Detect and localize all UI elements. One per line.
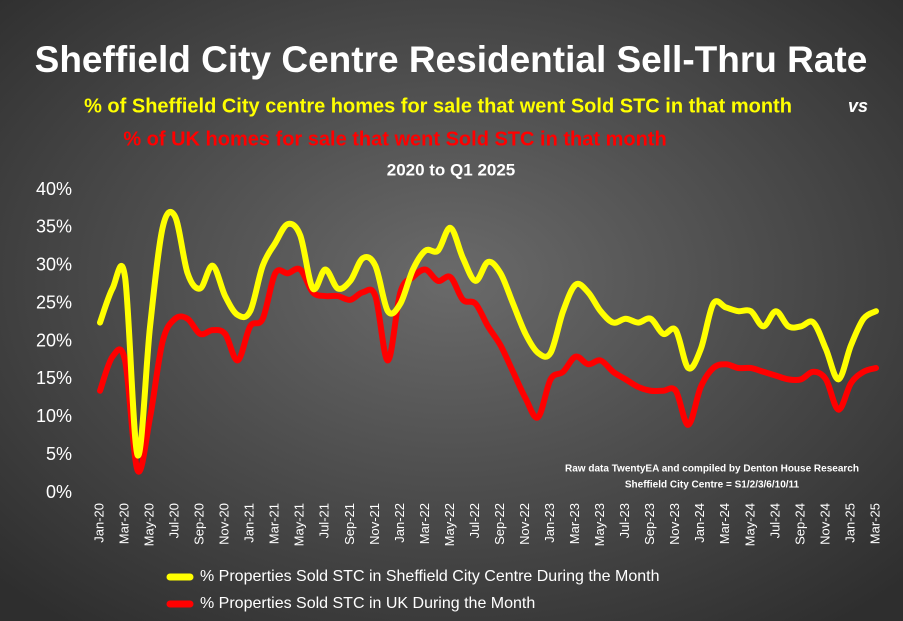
x-tick-label: Jan-24: [692, 503, 707, 543]
x-tick-label: Nov-24: [817, 503, 832, 545]
x-tick-label: Nov-21: [367, 503, 382, 545]
subtitle-vs: vs: [848, 96, 868, 116]
x-tick-label: Nov-20: [217, 503, 232, 545]
x-tick-label: Mar-25: [867, 503, 882, 544]
series-line: [97, 208, 879, 459]
y-tick-label: 30%: [36, 255, 72, 275]
annotation: Sheffield City Centre = S1/2/3/6/10/11: [625, 480, 800, 491]
x-tick-label: Sep-23: [642, 503, 657, 545]
x-tick-label: Jul-23: [617, 503, 632, 538]
x-tick-label: Sep-24: [792, 503, 807, 545]
subtitle: % of Sheffield City centre homes for sal…: [84, 95, 792, 117]
x-tick-label: May-21: [292, 503, 307, 546]
x-tick-label: Jul-24: [767, 503, 782, 538]
y-tick-label: 5%: [46, 444, 72, 464]
subtitle: % of UK homes for sale that went Sold ST…: [123, 128, 666, 150]
series-line: [97, 265, 879, 475]
x-tick-label: Jul-20: [167, 503, 182, 538]
x-tick-label: Jul-21: [317, 503, 332, 538]
y-tick-label: 35%: [36, 217, 72, 237]
x-tick-label: Mar-21: [267, 503, 282, 544]
x-tick-label: Jan-25: [842, 503, 857, 543]
legend-label: % Properties Sold STC in UK During the M…: [200, 595, 535, 612]
x-tick-label: Mar-24: [717, 503, 732, 544]
subtitle: 2020 to Q1 2025: [387, 160, 516, 179]
x-tick-label: Jan-23: [542, 503, 557, 543]
x-tick-label: Nov-23: [667, 503, 682, 545]
x-tick-label: May-23: [592, 503, 607, 546]
x-tick-label: Jan-20: [91, 503, 106, 543]
x-tick-label: Mar-20: [116, 503, 131, 544]
x-tick-label: Jan-22: [392, 503, 407, 543]
y-tick-label: 10%: [36, 406, 72, 426]
x-tick-label: Sep-22: [492, 503, 507, 545]
y-tick-label: 40%: [36, 179, 72, 199]
x-tick-label: May-24: [742, 503, 757, 546]
x-tick-label: Nov-22: [517, 503, 532, 545]
x-tick-label: Mar-23: [567, 503, 582, 544]
chart-title: Sheffield City Centre Residential Sell-T…: [35, 39, 868, 80]
y-tick-label: 15%: [36, 368, 72, 388]
x-tick-label: Jul-22: [467, 503, 482, 538]
x-tick-label: May-22: [442, 503, 457, 546]
annotation: Raw data TwentyEA and compiled by Denton…: [565, 464, 859, 475]
x-tick-label: Mar-22: [417, 503, 432, 544]
x-tick-label: Sep-20: [192, 503, 207, 545]
x-tick-label: Sep-21: [342, 503, 357, 545]
x-tick-label: Jan-21: [242, 503, 257, 543]
x-tick-label: May-20: [142, 503, 157, 546]
y-tick-label: 20%: [36, 330, 72, 350]
y-tick-label: 0%: [46, 482, 72, 502]
y-tick-label: 25%: [36, 292, 72, 312]
legend-label: % Properties Sold STC in Sheffield City …: [200, 568, 659, 585]
